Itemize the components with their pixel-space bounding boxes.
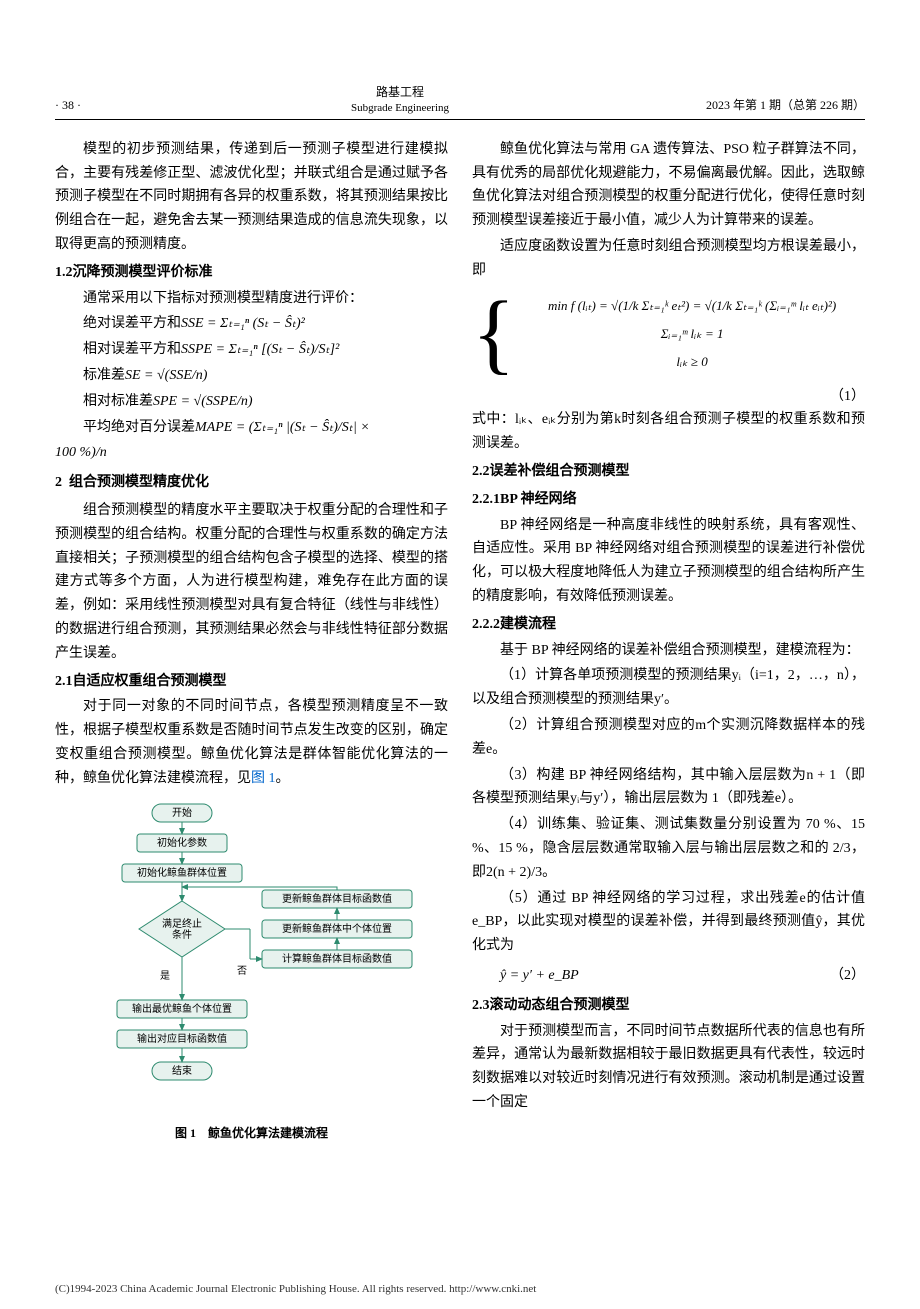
heading-2-2: 2.2误差补偿组合预测模型 — [472, 460, 865, 484]
heading-2: 2 组合预测模型精度优化 — [55, 471, 448, 495]
eq1-row2: Σᵢ₌₁ᵐ lᵢₖ = 1 — [519, 321, 865, 347]
step-4: （4）训练集、验证集、测试集数量分别设置为 70 %、15 %、15 %，隐含层… — [472, 813, 865, 884]
footer-copyright: (C)1994-2023 China Academic Journal Elec… — [0, 1260, 920, 1309]
heading-2-3: 2.3滚动动态组合预测模型 — [472, 994, 865, 1018]
heading-num: 2.3 — [472, 998, 490, 1013]
issue-info: 2023 年第 1 期（总第 226 期） — [665, 95, 865, 115]
svg-text:计算鲸鱼群体目标函数值: 计算鲸鱼群体目标函数值 — [282, 952, 392, 965]
para: 对于预测模型而言，不同时间节点数据所代表的信息也有所差异，通常认为最新数据相较于… — [472, 1020, 865, 1115]
formula-sse: 绝对误差平方和SSE = Σₜ₌₁ⁿ (Sₜ − Ŝₜ)² — [55, 312, 448, 336]
heading-text: 沉降预测模型评价标准 — [73, 265, 213, 280]
right-column: 鲸鱼优化算法与常用 GA 遗传算法、PSO 粒子群算法不同，具有优秀的局部优化规… — [472, 138, 865, 1152]
journal-title-zh: 路基工程 — [135, 85, 665, 101]
figure-1-link[interactable]: 图 1 — [251, 771, 276, 786]
heading-text: 误差补偿组合预测模型 — [490, 464, 630, 479]
heading-text: 自适应权重组合预测模型 — [73, 674, 227, 689]
heading-2-1: 2.1自适应权重组合预测模型 — [55, 670, 448, 694]
para: 对于同一对象的不同时间节点，各模型预测精度呈不一致性，根据子模型权重系数是否随时… — [55, 695, 448, 790]
para: 组合预测模型的精度水平主要取决于权重分配的合理性和子预测模型的组合结构。权重分配… — [55, 499, 448, 666]
journal-title-en: Subgrade Engineering — [135, 101, 665, 115]
formula-sspe: 相对误差平方和SSPE = Σₜ₌₁ⁿ [(Sₜ − Ŝₜ)/Sₜ]² — [55, 338, 448, 362]
svg-text:是: 是 — [160, 970, 170, 982]
step-5: （5）通过 BP 神经网络的学习过程，求出残差e的估计值e_BP，以此实现对模型… — [472, 887, 865, 958]
heading-num: 2.1 — [55, 674, 73, 689]
formula-spe: 相对标准差SPE = √(SSPE/n) — [55, 390, 448, 414]
eq1-row3: lᵢₖ ≥ 0 — [519, 349, 865, 375]
eq2-body: ŷ = y′ + e_BP — [472, 964, 825, 988]
step-3: （3）构建 BP 神经网络结构，其中输入层层数为n + 1（即各模型预测结果yᵢ… — [472, 764, 865, 812]
para: BP 神经网络是一种高度非线性的映射系统，具有客观性、自适应性。采用 BP 神经… — [472, 514, 865, 609]
para: 基于 BP 神经网络的误差补偿组合预测模型，建模流程为： — [472, 639, 865, 663]
formula-mape-cont: 100 %)/n — [55, 441, 448, 465]
formula-se: 标准差SE = √(SSE/n) — [55, 364, 448, 388]
heading-num: 2.2.1 — [472, 492, 500, 507]
two-column-layout: 模型的初步预测结果，传递到后一预测子模型进行建模拟合，主要有残差修正型、滤波优化… — [55, 138, 865, 1152]
page-number: · 38 · — [55, 95, 135, 115]
heading-text: BP 神经网络 — [500, 492, 577, 507]
para: 模型的初步预测结果，传递到后一预测子模型进行建模拟合，主要有残差修正型、滤波优化… — [55, 138, 448, 257]
para: 鲸鱼优化算法与常用 GA 遗传算法、PSO 粒子群算法不同，具有优秀的局部优化规… — [472, 138, 865, 233]
svg-text:满足终止: 满足终止 — [162, 917, 202, 930]
equation-2: ŷ = y′ + e_BP （2） — [472, 964, 865, 988]
figure-1-caption: 图 1 鲸鱼优化算法建模流程 — [82, 1123, 422, 1143]
heading-num: 2.2 — [472, 464, 490, 479]
svg-text:条件: 条件 — [172, 928, 192, 941]
brace-icon: { — [472, 291, 515, 377]
svg-text:开始: 开始 — [172, 806, 192, 819]
svg-text:更新鲸鱼群体目标函数值: 更新鲸鱼群体目标函数值 — [282, 892, 392, 905]
heading-num: 1.2 — [55, 265, 73, 280]
svg-text:结束: 结束 — [172, 1064, 192, 1077]
eq1-number: （1） — [472, 385, 865, 409]
svg-text:输出对应目标函数值: 输出对应目标函数值 — [137, 1032, 227, 1045]
eq2-number: （2） — [825, 964, 865, 988]
heading-text: 组合预测模型精度优化 — [69, 475, 209, 490]
heading-2-2-2: 2.2.2建模流程 — [472, 613, 865, 637]
figure-1-flowchart: 开始初始化参数初始化鲸鱼群体位置满足终止条件输出最优鲸鱼个体位置输出对应目标函数… — [82, 799, 422, 1144]
formula-mape: 平均绝对百分误差MAPE = (Σₜ₌₁ⁿ |(Sₜ − Ŝₜ)/Sₜ| × — [55, 416, 448, 440]
svg-text:更新鲸鱼群体中个体位置: 更新鲸鱼群体中个体位置 — [282, 922, 392, 935]
para: 式中：lᵢₖ、eᵢₖ分别为第k时刻各组合预测子模型的权重系数和预测误差。 — [472, 408, 865, 456]
para: 适应度函数设置为任意时刻组合预测模型均方根误差最小，即 — [472, 235, 865, 283]
svg-text:初始化鲸鱼群体位置: 初始化鲸鱼群体位置 — [137, 866, 227, 879]
heading-num: 2 — [55, 475, 62, 490]
svg-text:初始化参数: 初始化参数 — [157, 836, 207, 849]
para: 通常采用以下指标对预测模型精度进行评价： — [55, 287, 448, 311]
step-1: （1）计算各单项预测模型的预测结果yᵢ（i=1，2，…，n），以及组合预测模型的… — [472, 664, 865, 712]
svg-text:输出最优鲸鱼个体位置: 输出最优鲸鱼个体位置 — [132, 1002, 232, 1015]
page: · 38 · 路基工程 Subgrade Engineering 2023 年第… — [0, 0, 920, 1260]
heading-num: 2.2.2 — [472, 617, 500, 632]
step-2: （2）计算组合预测模型对应的m个实测沉降数据样本的残差e。 — [472, 714, 865, 762]
svg-text:否: 否 — [237, 965, 247, 977]
flowchart-svg: 开始初始化参数初始化鲸鱼群体位置满足终止条件输出最优鲸鱼个体位置输出对应目标函数… — [82, 799, 422, 1109]
left-column: 模型的初步预测结果，传递到后一预测子模型进行建模拟合，主要有残差修正型、滤波优化… — [55, 138, 448, 1152]
journal-title-block: 路基工程 Subgrade Engineering — [135, 85, 665, 115]
eq1-row1: min f (lᵢₜ) = √(1/k Σₜ₌₁ᵏ eₜ²) = √(1/k Σ… — [519, 293, 865, 319]
heading-text: 建模流程 — [500, 617, 556, 632]
equation-1: { min f (lᵢₜ) = √(1/k Σₜ₌₁ᵏ eₜ²) = √(1/k… — [472, 291, 865, 377]
heading-1-2: 1.2沉降预测模型评价标准 — [55, 261, 448, 285]
page-header: · 38 · 路基工程 Subgrade Engineering 2023 年第… — [55, 85, 865, 120]
heading-text: 滚动动态组合预测模型 — [490, 998, 630, 1013]
heading-2-2-1: 2.2.1BP 神经网络 — [472, 488, 865, 512]
